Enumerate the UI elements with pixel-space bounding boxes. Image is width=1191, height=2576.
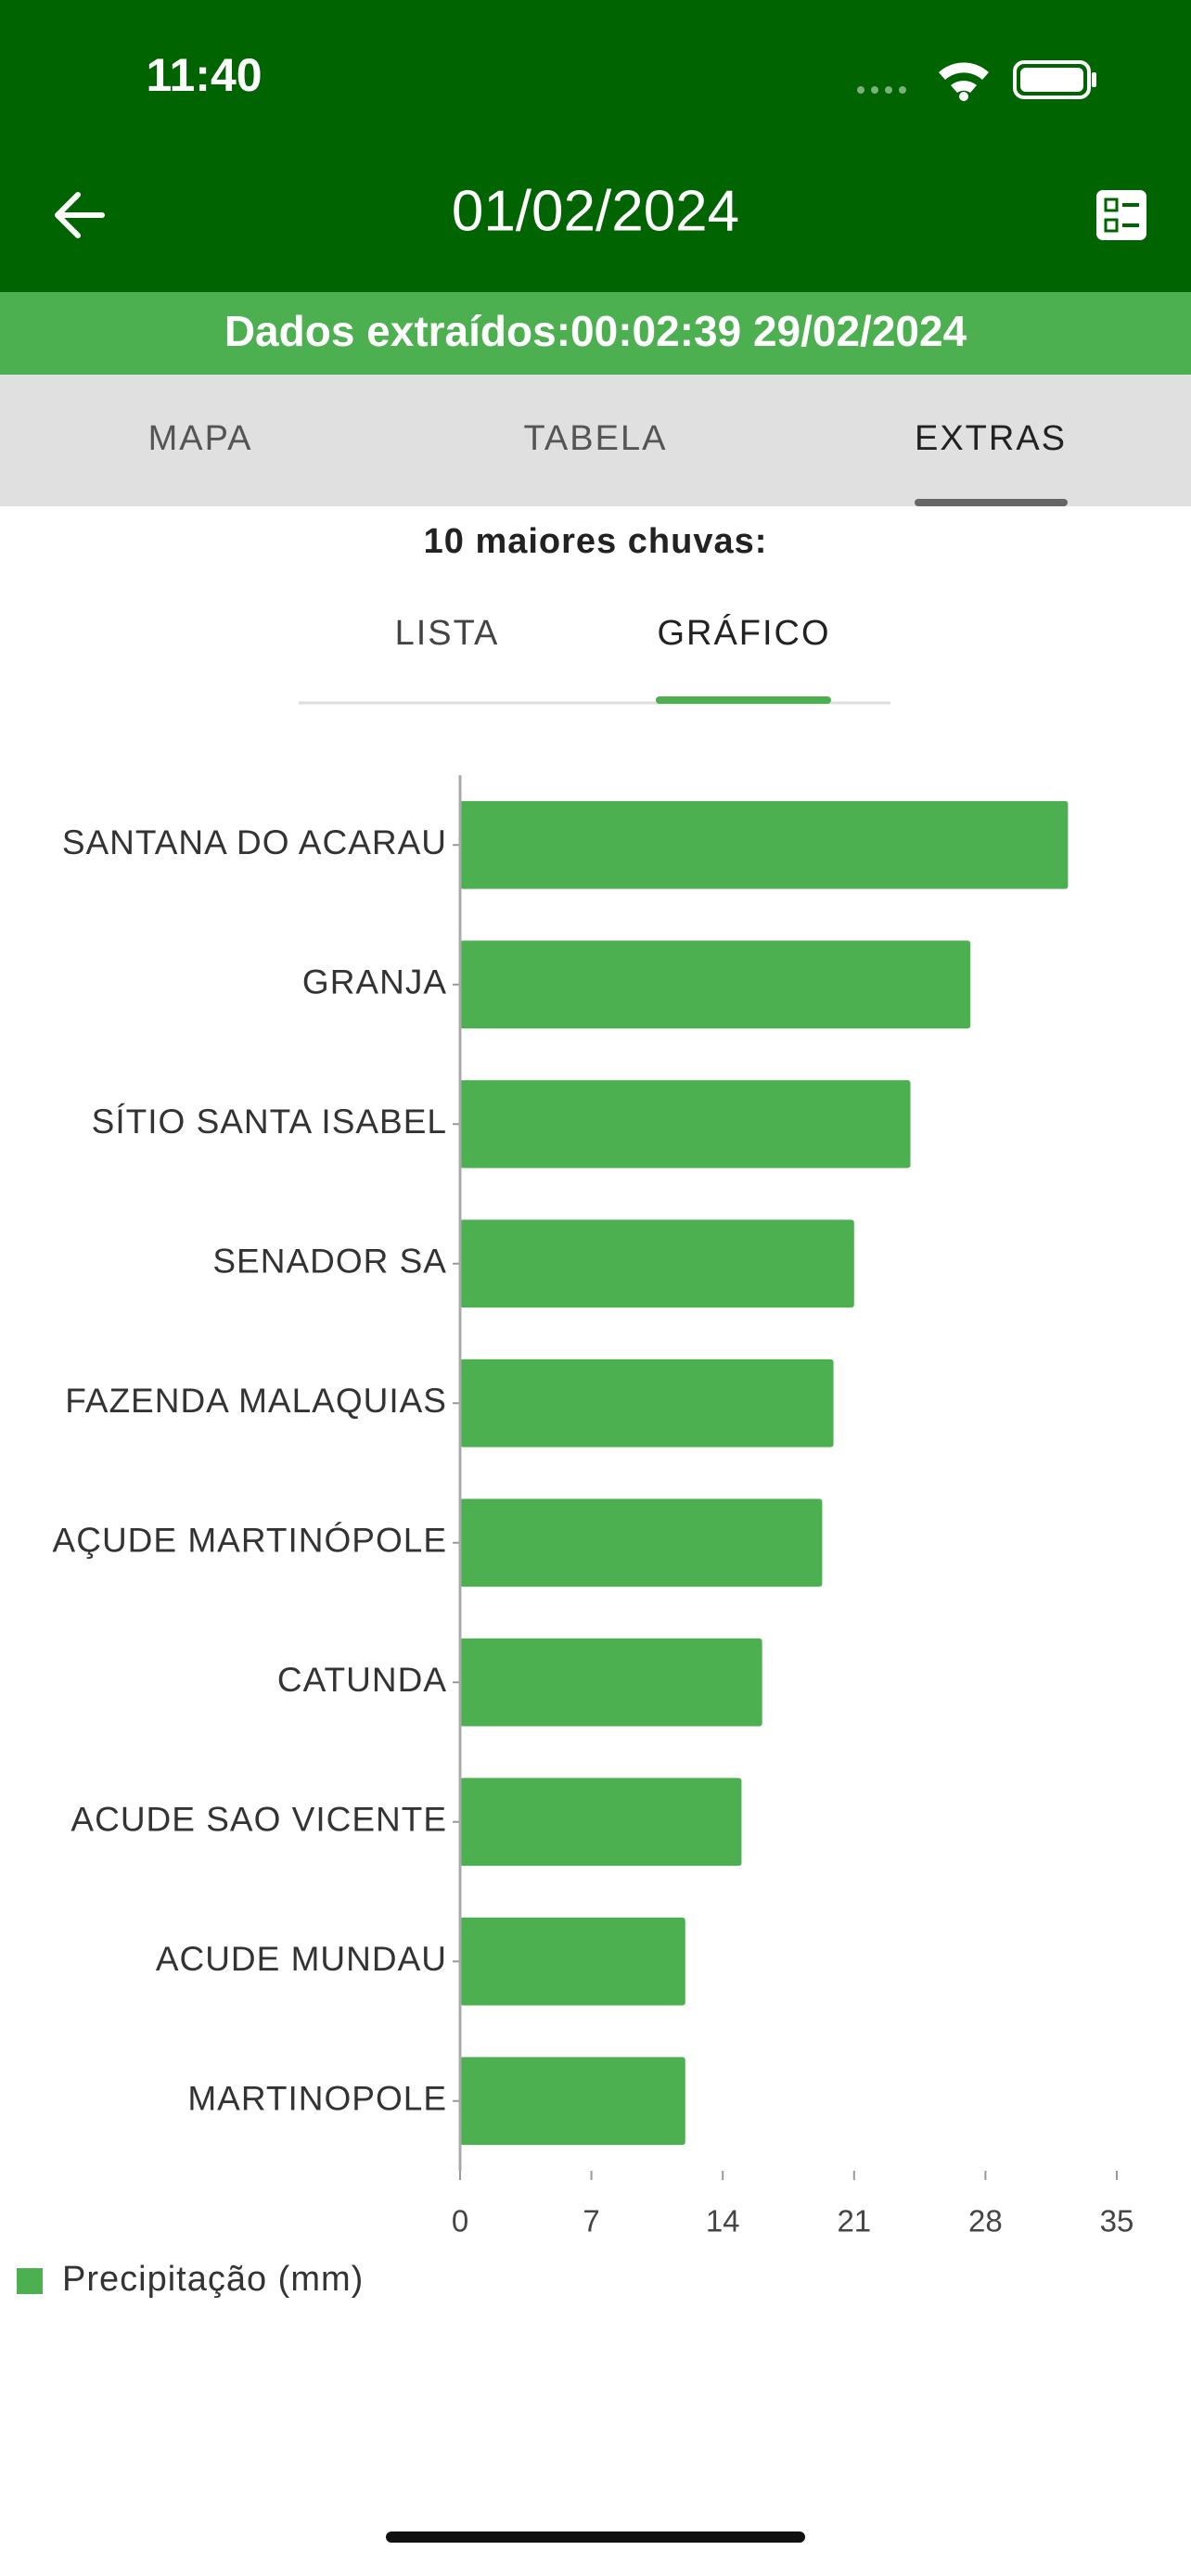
bar: [460, 1358, 834, 1447]
header-subtitle: Dados extraídos:00:02:39 29/02/2024: [224, 307, 967, 355]
tab-bar: [0, 375, 1191, 506]
back-button[interactable]: [55, 192, 105, 238]
bar: [460, 800, 1069, 889]
section-title: 10 maiores chuvas:: [424, 522, 768, 561]
menu-icon[interactable]: [1096, 190, 1146, 240]
x-tick-label: 7: [583, 2204, 599, 2238]
x-tick-label: 35: [1100, 2204, 1134, 2238]
y-tick-label: SÍTIO SANTA ISABEL: [92, 1103, 447, 1141]
y-tick-label: SENADOR SA: [212, 1243, 447, 1281]
bar: [460, 1079, 911, 1168]
bar: [460, 2057, 685, 2146]
y-tick-label: ACUDE MUNDAU: [156, 1940, 447, 1978]
home-indicator: [386, 2531, 805, 2543]
tab-indicator: [915, 499, 1068, 506]
sub-tab-active[interactable]: GRÁFICO: [657, 613, 830, 653]
status-icons: [857, 60, 1096, 101]
header-title: 01/02/2024: [452, 179, 739, 243]
y-tick-label: AÇUDE MARTINÓPOLE: [53, 1522, 447, 1560]
tab-active[interactable]: EXTRAS: [915, 419, 1067, 458]
bar: [460, 1498, 823, 1588]
bar: [460, 1917, 685, 2006]
y-tick-label: ACUDE SAO VICENTE: [70, 1801, 447, 1839]
sub-tab-indicator: [656, 696, 831, 704]
x-tick-label: 14: [706, 2204, 740, 2238]
app-bar: [0, 0, 1191, 292]
sub-tab[interactable]: LISTA: [395, 614, 500, 653]
x-tick-label: 28: [968, 2204, 1003, 2238]
x-tick-label: 0: [452, 2204, 468, 2238]
y-tick-label: MARTINOPOLE: [187, 2080, 447, 2118]
legend-swatch: [17, 2268, 43, 2294]
tab[interactable]: TABELA: [524, 419, 668, 458]
y-tick-label: GRANJA: [302, 963, 447, 1001]
bar: [460, 1219, 854, 1308]
bar: [460, 1778, 742, 1867]
bar: [460, 1638, 762, 1727]
chart: SANTANA DO ACARAU GRANJA SÍTIO SANTA ISABE…: [17, 775, 1133, 2299]
subtitle-bar: [0, 292, 1191, 375]
y-tick-label: SANTANA DO ACARAU: [62, 823, 447, 861]
x-tick-label: 21: [837, 2204, 871, 2238]
tab[interactable]: MAPA: [148, 419, 253, 458]
y-tick-label: FAZENDA MALAQUIAS: [65, 1382, 447, 1420]
bar: [460, 940, 971, 1029]
legend-label: Precipitação (mm): [62, 2260, 364, 2299]
y-tick-label: CATUNDA: [277, 1661, 447, 1699]
status-time: 11:40: [146, 49, 262, 101]
